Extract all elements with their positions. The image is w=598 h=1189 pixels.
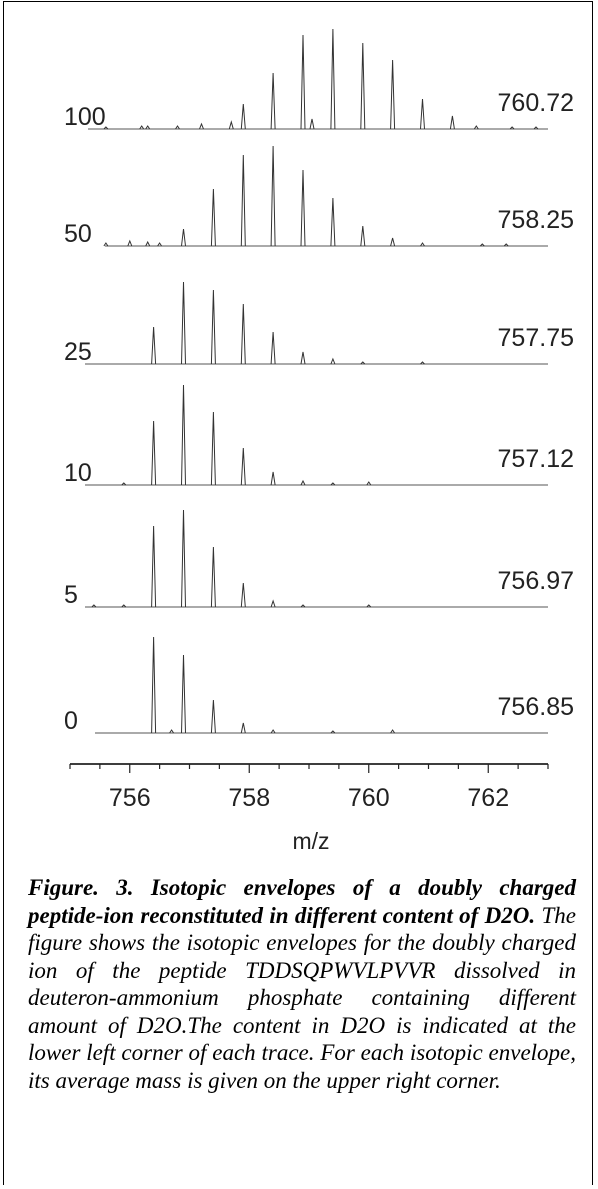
trace-10: 10 757.12 [64, 384, 574, 487]
spectrum-peak [240, 582, 246, 608]
spectrum-peak [210, 699, 216, 734]
spectrum-peak [366, 481, 372, 486]
spectrum-peak [360, 361, 366, 365]
figure-frame [3, 1, 593, 1185]
trace-d2o-label: 25 [64, 338, 92, 366]
spectrum-peak [151, 420, 157, 486]
spectrum-peak [330, 197, 336, 247]
spectrum-peak [103, 126, 109, 130]
spectrum-peak [139, 125, 145, 130]
spectrum-peak [181, 281, 186, 365]
trace-d2o-label: 0 [64, 707, 78, 735]
spectrum-peak [300, 34, 306, 130]
spectrum-peak [181, 384, 186, 486]
average-mass-label: 760.72 [498, 89, 574, 117]
spectrum-peak [449, 115, 455, 130]
spectrum-peak [121, 604, 127, 608]
figure-caption: Figure. 3. Isotopic envelopes of a doubl… [28, 874, 576, 1094]
spectrum-peak [270, 145, 276, 247]
spectrum-peak [330, 482, 336, 486]
spectrum-peak [300, 479, 306, 486]
average-mass-label: 756.85 [498, 693, 574, 721]
spectrum-peak [103, 242, 109, 247]
trace-25: 25 757.75 [64, 281, 574, 366]
average-mass-label: 757.12 [498, 445, 574, 473]
caption-text: The figure shows the isotopic envelopes … [28, 902, 576, 1093]
spectrum-peak [151, 636, 157, 734]
spectrum-peak [210, 289, 216, 365]
trace-50: 50 758.25 [64, 145, 574, 248]
spectrum-peak [199, 122, 204, 130]
spectrum-peak [330, 730, 336, 734]
spectrum-peak [360, 225, 366, 247]
spectrum-peak [228, 120, 234, 130]
spectrum-peak [420, 242, 425, 247]
spectrum-peak [390, 237, 396, 247]
x-tick-label: 758 [228, 784, 270, 812]
spectrum-peak [390, 59, 396, 130]
spectrum-peak [479, 243, 485, 247]
spectrum-peak [503, 243, 509, 247]
mass-spectra-chart: 100 760.72 50 758.25 25 757.75 10 757.12 5 756.97… [64, 28, 574, 854]
spectrum-peak [420, 98, 425, 130]
spectrum-peak [240, 447, 246, 486]
spectrum-peak [210, 188, 216, 247]
spectrum-peak [270, 331, 276, 365]
spectrum-peak [181, 509, 186, 608]
average-mass-label: 756.97 [498, 567, 574, 595]
spectrum-peak [151, 326, 157, 365]
x-axis: 756 758 760 762 m/z [69, 763, 549, 854]
x-tick-label: 762 [467, 784, 509, 812]
spectrum-peak [270, 471, 276, 486]
spectrum-peak [175, 125, 180, 130]
spectrum-peak [390, 729, 396, 734]
spectrum-peak [157, 242, 163, 247]
spectrum-peak [330, 28, 336, 130]
spectrum-peak [270, 599, 276, 608]
x-tick-label: 760 [348, 784, 390, 812]
spectrum-peak [181, 228, 186, 247]
spectrum-peak [240, 303, 246, 365]
spectrum-peak [210, 546, 216, 608]
spectrum-peak [240, 722, 246, 734]
average-mass-label: 758.25 [498, 206, 574, 234]
spectrum-peak [91, 604, 97, 608]
spectrum-peak [169, 729, 175, 734]
trace-d2o-label: 50 [64, 220, 92, 248]
spectrum-peak [121, 482, 127, 486]
trace-5: 5 756.97 [64, 509, 574, 609]
trace-100: 100 760.72 [64, 28, 574, 131]
spectrum-peak [300, 351, 306, 365]
spectrum-peak [309, 118, 315, 130]
trace-0: 0 756.85 [64, 636, 574, 735]
x-tick-label: 756 [109, 784, 151, 812]
spectrum-peak [240, 103, 246, 130]
spectrum-peak [420, 361, 425, 365]
trace-d2o-label: 100 [64, 103, 106, 131]
spectrum-peak [240, 154, 246, 247]
spectrum-peak [300, 604, 306, 608]
spectrum-peak [300, 169, 306, 247]
trace-d2o-label: 5 [64, 581, 78, 609]
spectrum-peak [210, 411, 216, 486]
spectra-traces: 100 760.72 50 758.25 25 757.75 10 757.12 5 756.97… [64, 28, 574, 735]
spectrum-peak [151, 525, 157, 608]
spectrum-peak [127, 239, 133, 247]
spectrum-peak [366, 604, 372, 608]
spectrum-peak [145, 240, 151, 247]
spectrum-peak [145, 125, 151, 130]
spectrum-peak [360, 42, 366, 130]
spectrum-peak [270, 729, 276, 734]
trace-d2o-label: 10 [64, 459, 92, 487]
spectrum-peak [330, 357, 336, 365]
x-axis-title: m/z [292, 828, 329, 854]
spectrum-peak [509, 126, 515, 130]
caption-title: Figure. 3. Isotopic envelopes of a doubl… [28, 875, 576, 928]
spectrum-peak [473, 125, 479, 130]
x-axis-ticks: 756 758 760 762 [69, 764, 549, 812]
spectrum-peak [533, 126, 539, 130]
average-mass-label: 757.75 [498, 324, 574, 352]
spectrum-peak [181, 654, 186, 734]
spectrum-peak [270, 72, 276, 130]
